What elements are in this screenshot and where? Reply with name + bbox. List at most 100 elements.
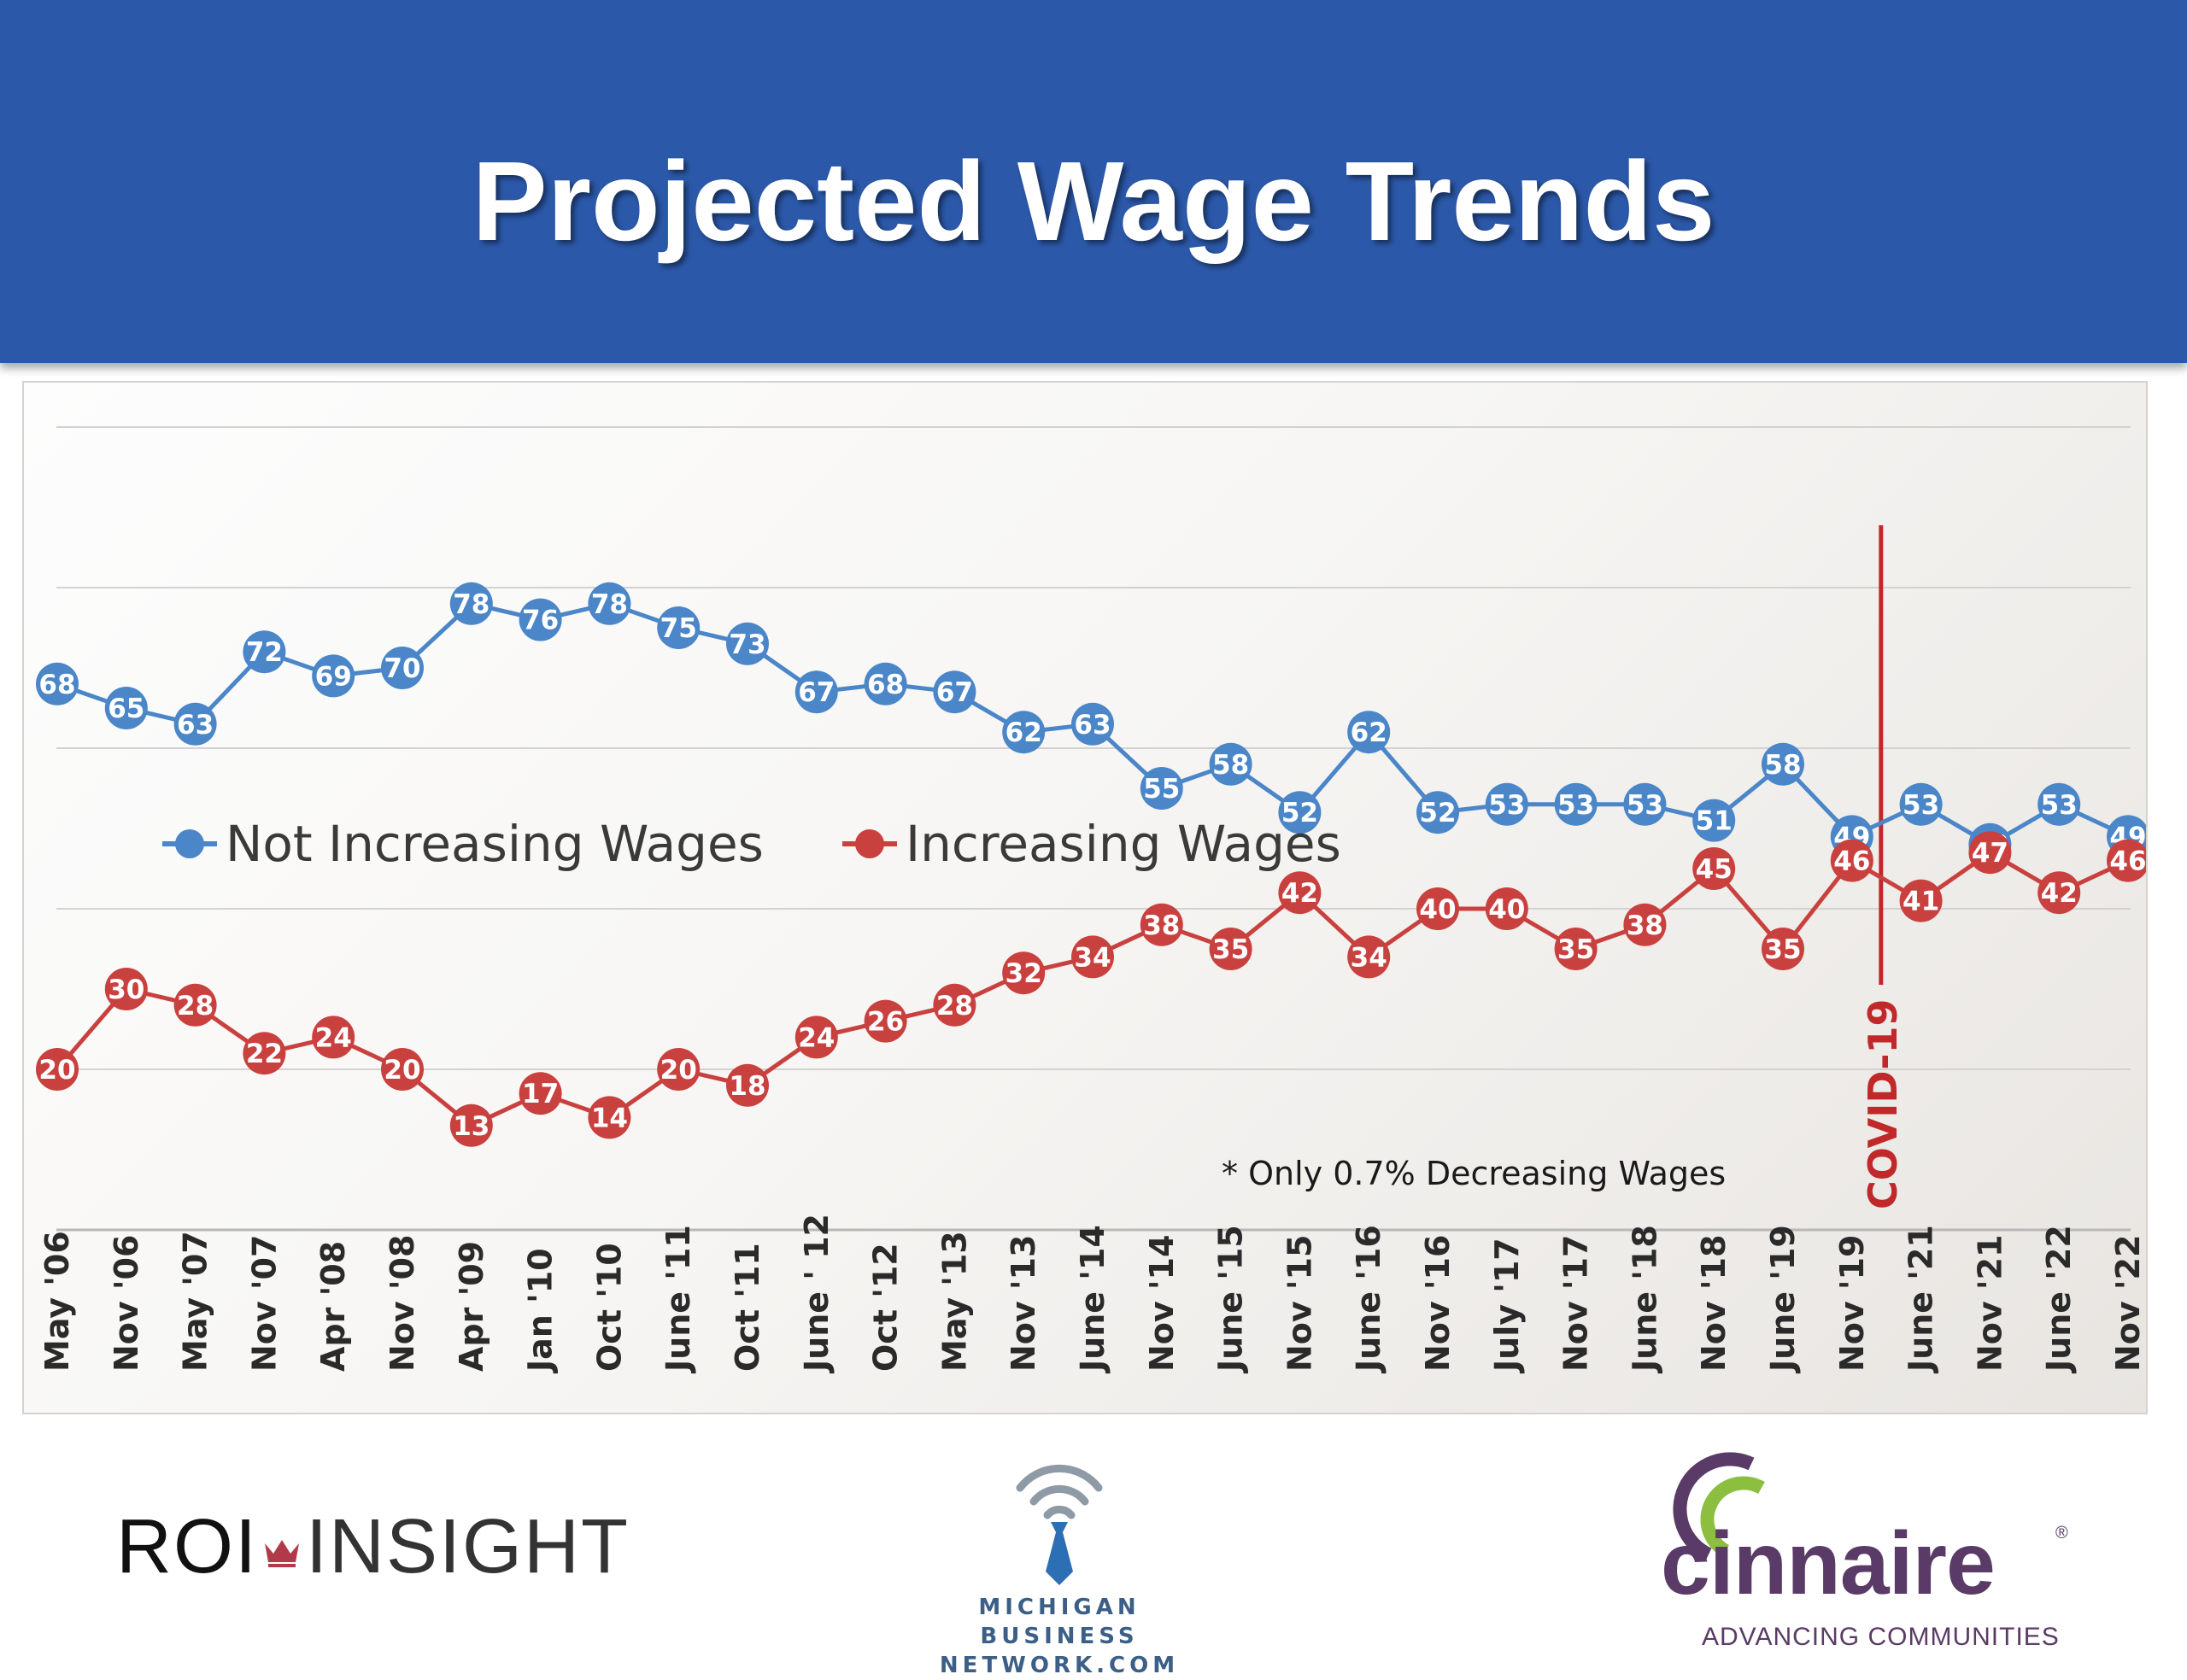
data-label: 28 [936,991,973,1021]
x-tick-label: June '11 [660,1225,697,1374]
data-point [36,662,79,705]
x-tick-label: June ' 12 [798,1214,836,1374]
x-tick-label: Nov '19 [1833,1235,1871,1372]
data-label: 47 [1972,838,2008,869]
data-label: 42 [2041,878,2078,909]
cinnaire-wordmark: cinnaire [1661,1514,1996,1613]
cinnaire-tagline: ADVANCING COMMUNITIES [1702,1623,2060,1651]
data-point [1623,782,1667,826]
x-tick-label: Nov '08 [384,1235,421,1372]
data-label: 63 [177,710,214,740]
data-label: 32 [1006,958,1042,989]
x-tick-label: July '17 [1488,1238,1526,1374]
data-point [243,1032,286,1075]
data-label: 24 [798,1022,835,1053]
data-point [726,622,769,665]
data-label: 28 [177,991,214,1021]
michigan-business-network-logo: MICHIGAN BUSINESS NETWORK.COM [906,1443,1213,1680]
mbn-line1: MICHIGAN BUSINESS [978,1595,1140,1649]
legend-label: Increasing Wages [906,815,1341,873]
data-point [381,647,424,689]
data-point [1416,791,1459,834]
x-tick-label: Nov '15 [1281,1235,1318,1372]
data-point [864,999,907,1043]
data-label: 35 [1557,934,1594,965]
data-label: 41 [1903,887,1939,917]
data-label: 75 [660,613,697,644]
data-point [104,968,148,1010]
data-point [1554,782,1598,826]
data-label: 68 [867,670,904,700]
data-label: 73 [729,629,765,660]
roi-insight-logo: ROI INSIGHT [116,1503,630,1591]
x-tick-label: Nov '17 [1557,1235,1595,1372]
legend-swatch-marker [855,829,884,858]
roi-logo-left: ROI [116,1504,259,1589]
crown-icon [265,1540,300,1568]
data-point [1140,903,1183,946]
data-point [588,582,631,625]
data-label: 17 [522,1079,559,1109]
x-tick-label: Oct '11 [729,1243,766,1372]
data-label: 13 [453,1111,490,1142]
x-tick-label: June '14 [1074,1225,1111,1374]
series-layer: 68 65 63 72 69 70 78 76 78 75 73 67 68 67 62 63 55 58 52 62… [36,582,2146,1147]
roi-logo-right: INSIGHT [306,1504,630,1589]
x-tick-label: Apr '09 [453,1241,490,1372]
x-axis-labels: May '06 Nov '06 May '07 Nov '07 Apr '08 Nov '… [38,1214,2146,1374]
x-tick-label: Nov '21 [1971,1235,2008,1372]
data-point [1140,767,1183,810]
chart-panel: COVID-19 68 65 63 72 69 70 78 76 78 75 73 67 68 67 62 6… [22,381,2148,1414]
data-point [794,670,838,714]
data-point [2037,782,2081,826]
x-tick-label: Nov '14 [1143,1235,1181,1372]
data-point [173,702,217,746]
data-point [1899,879,1943,922]
data-point [1002,711,1046,754]
data-label: 38 [1627,910,1663,941]
header-banner: Projected Wage Trends [0,0,2187,363]
x-tick-label: June '16 [1350,1225,1387,1374]
data-label: 76 [522,606,559,636]
data-label: 65 [108,694,144,724]
data-label: 40 [1488,894,1525,925]
data-point [1485,782,1528,826]
data-point [1692,799,1736,842]
data-label: 46 [2109,846,2146,877]
data-point [1071,702,1114,746]
mbn-line2: NETWORK.COM [939,1653,1180,1678]
data-point [794,1016,838,1059]
data-point [588,1096,631,1139]
data-point [173,983,217,1027]
data-label: 53 [1903,790,1939,821]
data-label: 20 [660,1055,697,1086]
data-label: 20 [38,1055,75,1086]
data-label: 69 [315,661,352,692]
data-label: 35 [1212,934,1249,965]
legend-swatch-marker [175,829,204,858]
data-label: 26 [867,1007,904,1038]
x-tick-label: Oct '10 [590,1243,628,1372]
data-point [1554,928,1598,970]
data-point [1485,887,1528,930]
data-label: 34 [1074,942,1111,973]
data-point [519,598,562,641]
data-label: 62 [1351,717,1387,748]
data-label: 40 [1419,894,1456,925]
data-point [312,654,355,698]
data-label: 34 [1351,942,1387,973]
data-point [1278,791,1322,834]
x-tick-label: Nov '06 [108,1235,145,1372]
data-label: 20 [384,1055,420,1086]
data-point [1762,742,1804,786]
data-point [1692,847,1736,890]
data-label: 14 [591,1103,628,1133]
data-label: 52 [1419,798,1456,828]
x-tick-label: June '21 [1903,1225,1940,1374]
covid-annotation: COVID-19 [1860,525,1906,1209]
data-label: 18 [729,1071,765,1102]
data-point [243,630,286,674]
data-point [1071,935,1114,979]
data-label: 55 [1143,774,1180,805]
